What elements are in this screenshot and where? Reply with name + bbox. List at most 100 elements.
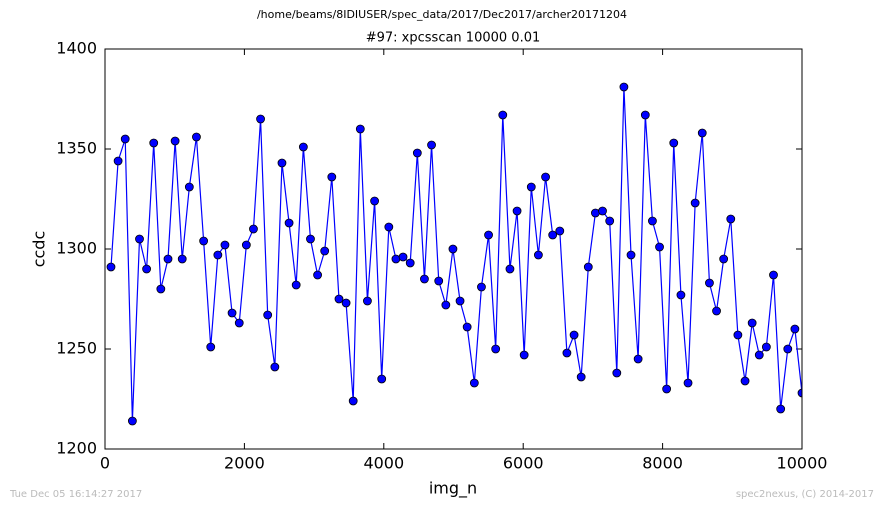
data-point: [298, 142, 308, 152]
x-tick-label: 4000: [363, 454, 404, 473]
data-point: [355, 124, 365, 134]
data-point: [512, 206, 522, 216]
data-point: [541, 172, 550, 182]
data-point: [163, 254, 173, 264]
data-point: [127, 416, 137, 426]
data-point: [291, 280, 301, 290]
data-point: [569, 330, 579, 340]
data-point: [106, 262, 116, 272]
data-point: [427, 140, 436, 150]
data-point: [484, 230, 493, 240]
data-point: [690, 198, 700, 208]
data-point: [705, 278, 714, 288]
data-point: [220, 240, 230, 250]
data-point: [783, 344, 793, 354]
data-point: [284, 218, 294, 228]
data-point: [505, 264, 515, 274]
data-point: [263, 310, 273, 320]
data-point: [548, 230, 558, 240]
data-point: [270, 362, 280, 372]
x-tick-label: 2000: [224, 454, 265, 473]
data-point: [491, 344, 501, 354]
data-point: [170, 136, 180, 146]
data-point: [448, 244, 458, 254]
data-point: [256, 114, 265, 124]
footer-right: spec2nexus, (C) 2014-2017: [736, 489, 874, 500]
data-point: [177, 254, 187, 264]
data-point: [348, 396, 358, 406]
data-point: [398, 252, 408, 262]
data-point: [598, 206, 607, 216]
y-tick-label: 1350: [56, 139, 97, 158]
data-point: [370, 196, 379, 206]
data-point: [306, 234, 315, 244]
data-point: [455, 296, 465, 306]
data-point: [120, 134, 130, 144]
data-point: [697, 128, 707, 138]
data-point: [719, 254, 729, 264]
data-point: [754, 350, 764, 360]
data-point: [241, 240, 251, 250]
data-point: [662, 384, 672, 394]
x-axis-label: img_n: [429, 479, 477, 499]
data-point: [555, 226, 565, 236]
data-point: [441, 300, 451, 310]
data-point: [113, 156, 123, 166]
x-tick-label: 0: [100, 454, 110, 473]
y-tick-label: 1300: [56, 239, 97, 258]
data-point: [477, 282, 486, 292]
data-point: [135, 234, 144, 244]
data-point: [434, 276, 444, 286]
x-tick-label: 10000: [777, 454, 828, 473]
x-tick-label: 8000: [642, 454, 683, 473]
series-line: [110, 86, 802, 422]
data-point: [498, 110, 508, 120]
footer-left: Tue Dec 05 16:14:27 2017: [9, 489, 142, 500]
data-point: [640, 110, 650, 120]
chart-title: #97: xpcsscan 10000 0.01: [366, 31, 541, 46]
y-tick-label: 1400: [56, 39, 97, 58]
data-point: [469, 378, 479, 388]
data-point: [712, 306, 721, 316]
data-point: [533, 250, 543, 260]
data-point: [184, 182, 194, 192]
data-point: [576, 372, 586, 382]
data-point: [227, 308, 237, 318]
data-point: [769, 270, 778, 280]
data-point: [648, 216, 657, 226]
data-point: [341, 298, 351, 308]
data-point: [733, 330, 743, 340]
data-point: [633, 354, 643, 364]
data-point: [726, 214, 736, 224]
data-point: [156, 284, 166, 294]
data-point: [526, 182, 536, 192]
data-point: [683, 378, 693, 388]
data-point: [797, 388, 802, 398]
data-point: [790, 324, 800, 334]
data-point: [583, 262, 593, 272]
data-point: [249, 224, 258, 234]
data-point: [519, 350, 529, 360]
data-point: [363, 296, 372, 306]
data-point: [320, 246, 330, 256]
data-point: [462, 322, 472, 332]
data-point: [334, 294, 344, 304]
data-point: [605, 216, 615, 226]
data-point: [149, 138, 159, 148]
data-point: [277, 158, 287, 168]
data-point: [669, 138, 679, 148]
data-point: [412, 148, 422, 158]
y-tick-label: 1200: [56, 439, 97, 458]
data-point: [384, 222, 394, 232]
data-point: [213, 250, 223, 260]
data-point: [377, 374, 387, 384]
data-point: [761, 342, 771, 352]
data-point: [740, 376, 750, 386]
data-point: [626, 250, 636, 260]
data-point: [776, 404, 786, 414]
x-tick-label: 6000: [503, 454, 544, 473]
data-point: [619, 82, 629, 92]
data-point: [405, 258, 415, 268]
data-point: [747, 318, 757, 328]
